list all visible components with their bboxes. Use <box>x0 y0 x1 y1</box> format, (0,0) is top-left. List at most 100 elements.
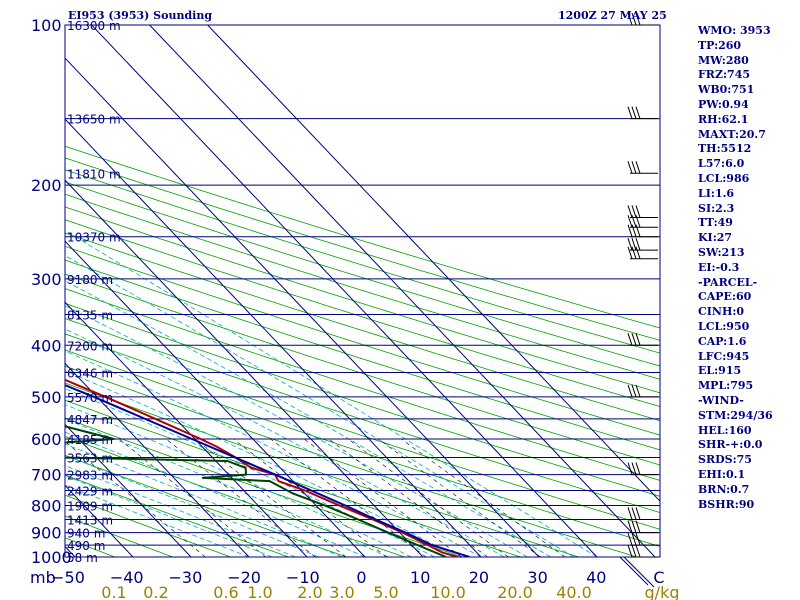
background-lines <box>65 145 660 557</box>
moist-adiabat <box>65 443 342 557</box>
wind-barb <box>627 215 658 228</box>
wind-barb <box>627 333 658 346</box>
height-label: 6346 m <box>67 367 113 381</box>
stat-line: STM:294/36 <box>698 408 773 422</box>
wind-axis-label: C <box>653 568 664 587</box>
wind-barb <box>627 462 658 476</box>
isotherm-lines <box>65 25 660 557</box>
temp-tick-label: 40 <box>586 568 606 587</box>
dry-adiabat <box>65 145 660 329</box>
pressure-tick-label: 700 <box>31 466 62 485</box>
isotherm <box>65 423 192 557</box>
dry-adiabat <box>65 302 660 497</box>
stat-line: EHI:0.1 <box>698 467 746 481</box>
wind-axis-line <box>619 556 649 586</box>
stat-line: TH:5512 <box>698 142 752 156</box>
mixing-ratio-tick-label: 0.6 <box>213 583 238 600</box>
wind-barb <box>627 106 658 120</box>
wind-barb <box>627 238 658 251</box>
height-label: 7200 m <box>67 339 113 353</box>
height-label: 4185 m <box>67 433 113 447</box>
height-label: 490 m <box>67 539 105 553</box>
stat-line: L57:6.0 <box>698 157 745 171</box>
mixing-ratio-line <box>378 438 541 557</box>
stat-line: SW:213 <box>698 245 745 259</box>
height-label: 10370 m <box>67 231 121 245</box>
height-label: 9180 m <box>67 273 113 287</box>
temp-tick-label: 10 <box>410 568 430 587</box>
height-label: 2983 m <box>67 469 113 483</box>
stat-line: WB0:751 <box>698 83 755 97</box>
stat-line: PW:0.94 <box>698 97 749 111</box>
stat-line: -PARCEL- <box>698 275 758 289</box>
height-label: 5570 m <box>67 391 113 405</box>
height-label: 3563 m <box>67 451 113 465</box>
wind-barb <box>627 520 658 534</box>
pressure-tick-label: 900 <box>31 524 62 543</box>
stat-line: KI:27 <box>698 231 733 245</box>
dry-adiabat <box>65 245 660 436</box>
isotherm <box>207 25 660 502</box>
pressure-tick-label: 500 <box>31 388 62 407</box>
stat-line: EI:-0.3 <box>698 260 740 274</box>
stat-line: CINH:0 <box>698 305 745 319</box>
mixing-ratio-tick-label: 20.0 <box>497 583 533 600</box>
mixing-ratio-line <box>348 438 509 557</box>
stat-line: CAPE:60 <box>698 290 752 304</box>
dry-adiabat <box>65 259 660 451</box>
wind-barb <box>627 246 658 260</box>
height-label: 16300 m <box>67 19 121 33</box>
height-label: 13650 m <box>67 113 121 127</box>
moist-adiabat <box>65 328 505 557</box>
parcel-line <box>65 384 470 557</box>
dry-adiabat <box>65 288 660 481</box>
wind-barb <box>627 224 658 238</box>
stat-line: LFC:945 <box>698 349 750 363</box>
dry-adiabat <box>65 181 660 367</box>
temp-tick-label: −30 <box>169 568 203 587</box>
mixing-ratio-tick-label: 10.0 <box>430 583 466 600</box>
temp-tick-label: −10 <box>286 568 320 587</box>
moist-adiabat <box>65 484 250 557</box>
mixing-ratio-line <box>304 438 462 557</box>
stat-line: SI:2.3 <box>698 201 735 215</box>
wind-barb <box>627 12 658 26</box>
mixing-ratio-unit: g/kg <box>645 583 680 600</box>
temp-tick-label: −40 <box>110 568 144 587</box>
wind-barb <box>627 205 658 218</box>
dry-adiabat <box>65 219 660 407</box>
height-label: 2429 m <box>67 485 113 499</box>
stat-line: HEL:160 <box>698 423 752 437</box>
moist-adiabat <box>65 465 296 557</box>
stat-line: EL:915 <box>698 364 742 378</box>
height-label: 4847 m <box>67 413 113 427</box>
wind-barbs <box>627 12 658 558</box>
temp-tick-label: 30 <box>527 568 547 587</box>
mixing-ratio-line <box>233 438 387 557</box>
stat-line: CAP:1.6 <box>698 334 747 348</box>
mixing-ratio-tick-label: 40.0 <box>556 583 592 600</box>
stat-line: LI:1.6 <box>698 186 735 200</box>
dry-adiabat <box>65 157 660 341</box>
mixing-ratio-tick-label: 0.2 <box>143 583 168 600</box>
stat-line: FRZ:745 <box>698 68 751 82</box>
pressure-tick-label: 200 <box>31 176 62 195</box>
isobar-lines <box>64 24 661 558</box>
stat-line: TT:49 <box>698 216 733 230</box>
dry-adiabat <box>65 273 660 466</box>
stat-line: SHR-+:0.0 <box>698 438 763 452</box>
pressure-tick-label: 800 <box>31 496 62 515</box>
isotherm <box>65 118 482 557</box>
isotherm <box>65 240 366 557</box>
sounding-series <box>65 378 470 557</box>
mixing-ratio-tick-label: 2.0 <box>297 583 322 600</box>
chart-title: EI953 (3953) Sounding <box>68 9 213 22</box>
height-label: 58 m <box>67 551 98 565</box>
wind-barb <box>627 507 658 520</box>
stat-line: SRDS:75 <box>698 453 752 467</box>
isotherm <box>149 25 656 557</box>
isotherm <box>65 301 308 557</box>
pressure-tick-label: 400 <box>31 336 62 355</box>
